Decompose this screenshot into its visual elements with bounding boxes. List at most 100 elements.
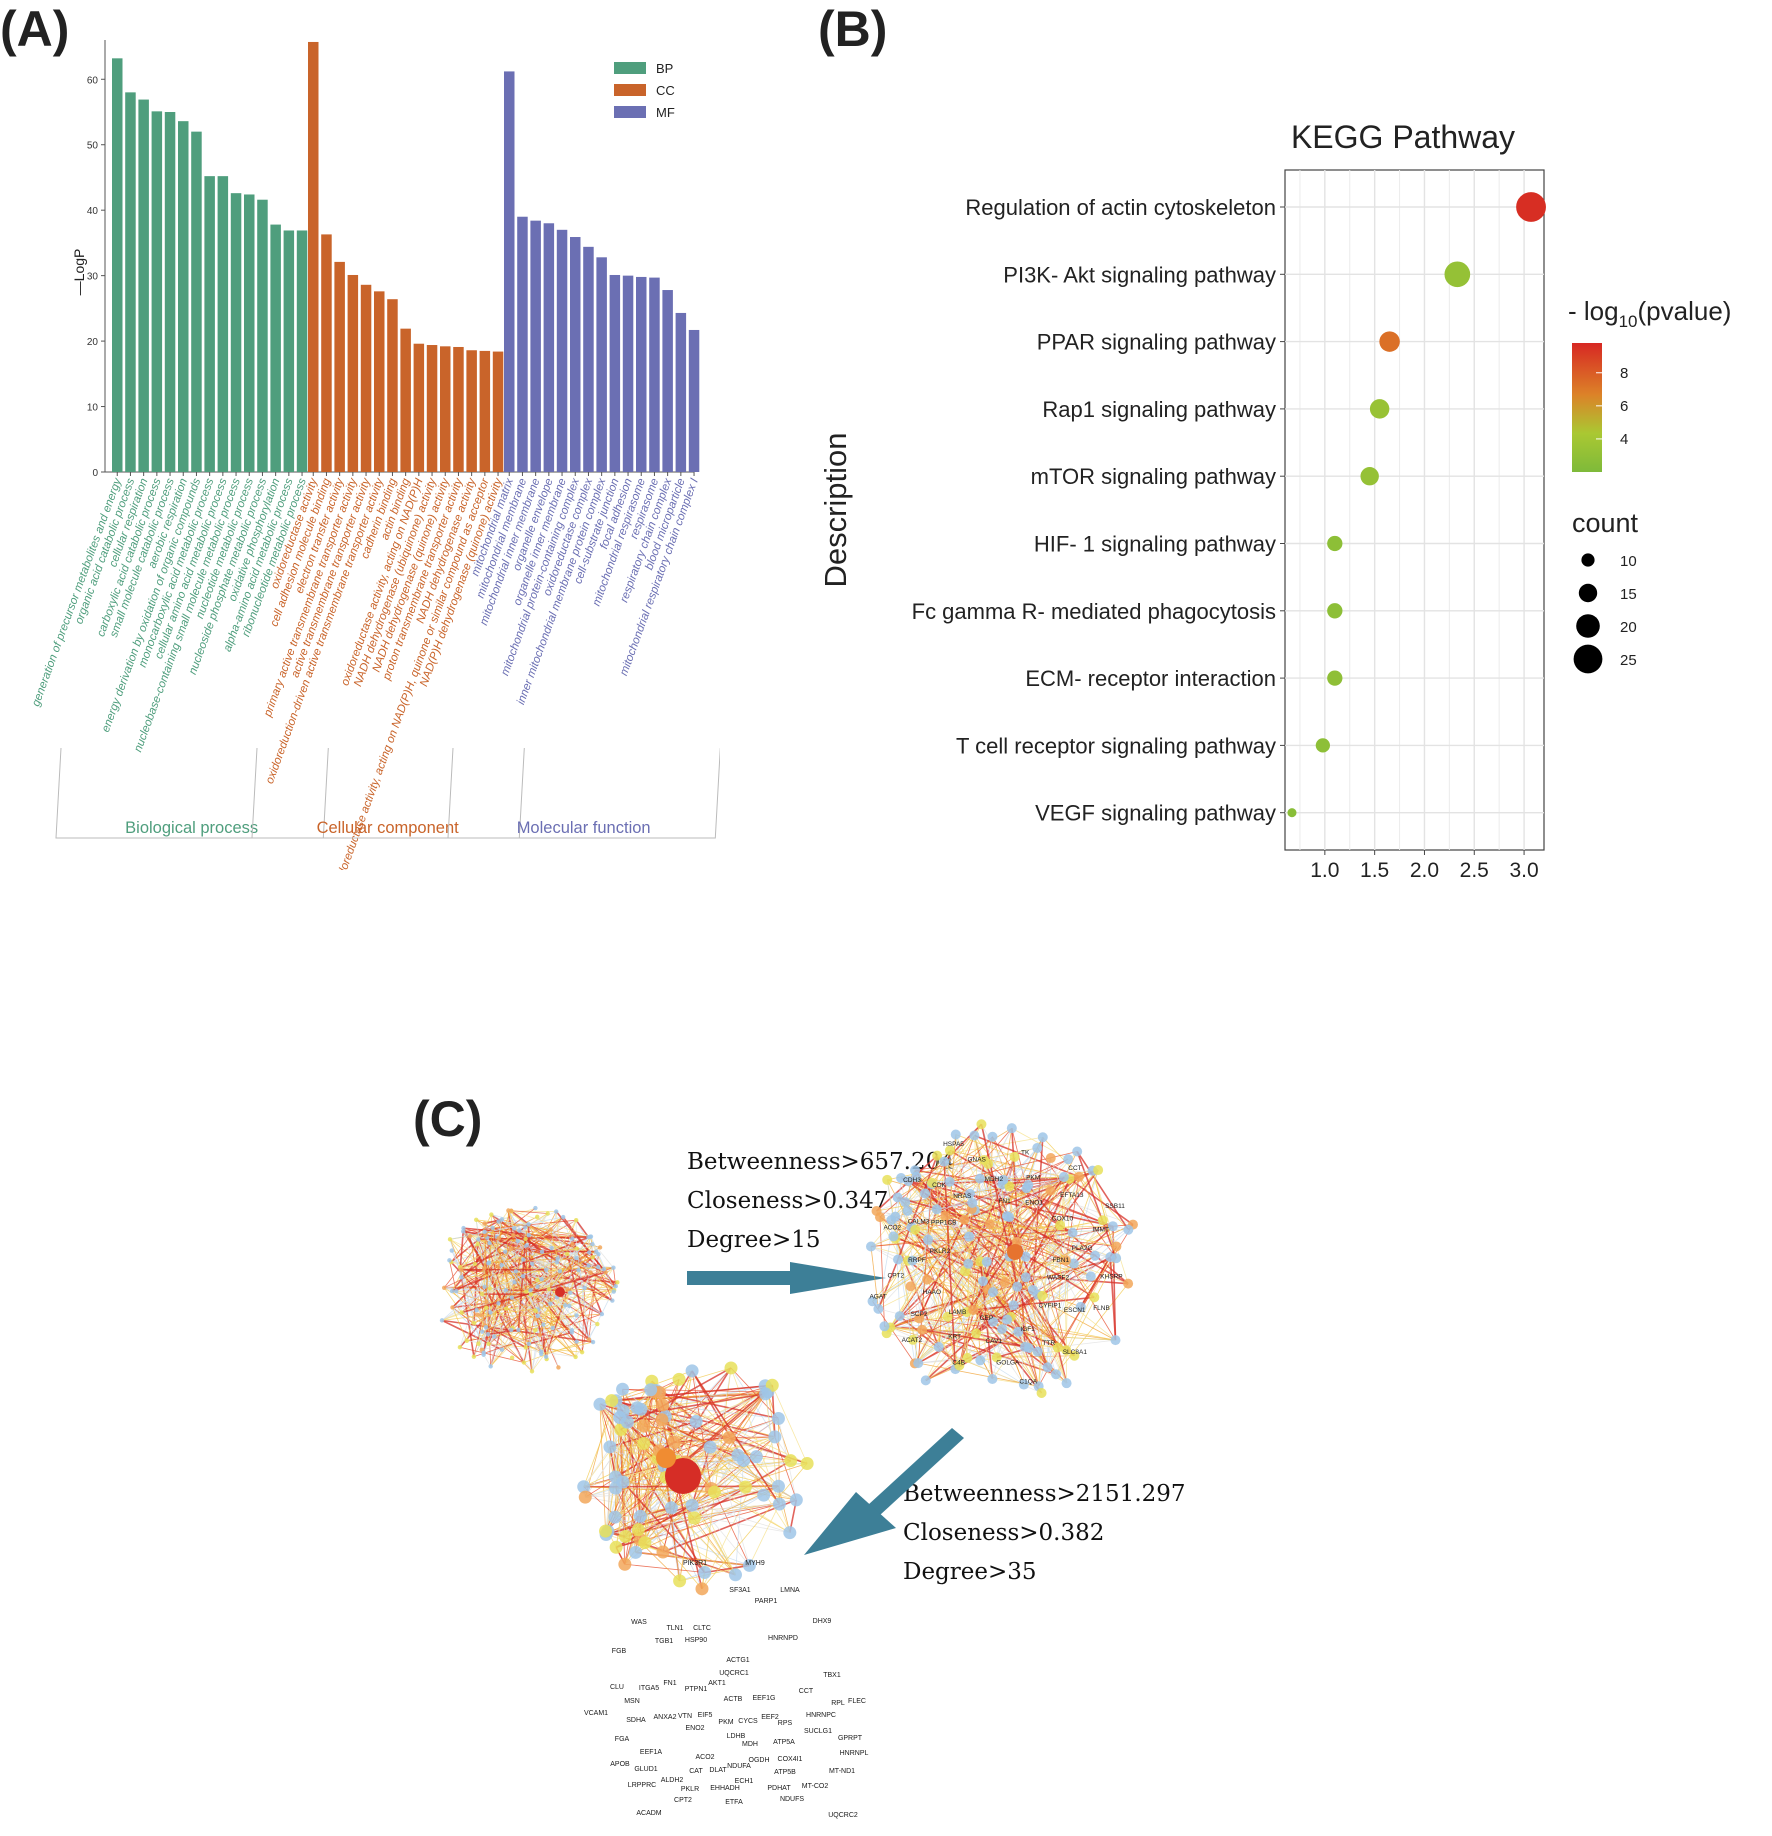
node-label: GPRPT bbox=[838, 1735, 863, 1742]
network-edge bbox=[679, 1565, 750, 1582]
node-label: CYCS bbox=[738, 1718, 758, 1725]
network-node bbox=[1123, 1224, 1134, 1235]
network-edge bbox=[492, 1227, 503, 1350]
network-edge bbox=[662, 1404, 775, 1438]
network-node bbox=[478, 1313, 484, 1318]
network-edge bbox=[622, 1389, 665, 1467]
network-node bbox=[611, 1287, 617, 1293]
network-edge bbox=[528, 1290, 558, 1345]
network-node bbox=[586, 1263, 591, 1268]
node-label: ACTG1 bbox=[726, 1657, 749, 1664]
network-node bbox=[784, 1454, 798, 1468]
node-label: CPT2 bbox=[674, 1797, 692, 1804]
network-node bbox=[482, 1221, 487, 1226]
network-edge bbox=[452, 1307, 525, 1363]
network-edge bbox=[488, 1256, 594, 1345]
network-edge bbox=[918, 1362, 1039, 1387]
network-edge bbox=[1018, 1294, 1039, 1332]
network-edge bbox=[504, 1251, 578, 1343]
network-edge bbox=[449, 1239, 485, 1353]
network-edge bbox=[531, 1263, 551, 1304]
network-edge bbox=[620, 1429, 686, 1485]
network-edge bbox=[477, 1314, 526, 1348]
network-edge bbox=[496, 1236, 603, 1315]
network-edge bbox=[488, 1262, 547, 1360]
network-edge bbox=[588, 1254, 599, 1340]
network-edge bbox=[607, 1391, 654, 1532]
network-edge bbox=[657, 1436, 775, 1459]
network-node bbox=[1023, 1179, 1034, 1190]
network-edge bbox=[443, 1287, 462, 1313]
network-edge bbox=[490, 1296, 558, 1313]
network-edge bbox=[644, 1391, 654, 1543]
network-edge bbox=[714, 1455, 739, 1493]
network-edge bbox=[624, 1456, 757, 1565]
node-label: PKM bbox=[1026, 1175, 1040, 1182]
network-node bbox=[616, 1382, 630, 1396]
network-edge bbox=[590, 1236, 615, 1291]
network-node bbox=[516, 1327, 521, 1333]
network-edge bbox=[599, 1403, 746, 1488]
network-edge bbox=[973, 1309, 1008, 1321]
network-edge bbox=[655, 1390, 664, 1406]
network-node bbox=[655, 1413, 669, 1427]
network-edge bbox=[514, 1236, 592, 1283]
network-edge bbox=[555, 1211, 566, 1306]
network-edge bbox=[1027, 1184, 1061, 1226]
network-edge bbox=[623, 1410, 697, 1422]
network-edge bbox=[655, 1390, 715, 1493]
network-edge bbox=[459, 1263, 533, 1348]
network-edge bbox=[974, 1209, 1026, 1257]
network-edge bbox=[622, 1385, 766, 1483]
node-label: EHHADH bbox=[710, 1785, 740, 1792]
network-edge bbox=[567, 1253, 577, 1259]
network-edge bbox=[550, 1303, 570, 1307]
network-edge bbox=[778, 1418, 797, 1500]
bar-cc bbox=[479, 350, 491, 472]
network-edge bbox=[545, 1251, 597, 1357]
network-edge bbox=[490, 1263, 533, 1313]
network-edge bbox=[763, 1485, 779, 1496]
y-axis-label: Description bbox=[818, 432, 853, 587]
network-edge bbox=[615, 1400, 686, 1463]
network-edge bbox=[491, 1214, 566, 1306]
network-edge bbox=[615, 1487, 639, 1530]
network-edge bbox=[552, 1269, 579, 1329]
network-edge bbox=[491, 1214, 583, 1353]
network-edge bbox=[484, 1223, 566, 1306]
network-edge bbox=[615, 1491, 715, 1548]
network-edge bbox=[452, 1307, 475, 1324]
network-node bbox=[555, 1288, 560, 1293]
network-edge bbox=[684, 1484, 736, 1575]
network-edge bbox=[492, 1223, 529, 1229]
node-label: ETFA bbox=[725, 1799, 743, 1806]
network-node bbox=[971, 1328, 982, 1339]
network-edge bbox=[1008, 1158, 1069, 1218]
network-edge bbox=[569, 1305, 598, 1325]
pathway-label: mTOR signaling pathway bbox=[1031, 464, 1276, 489]
network-node bbox=[563, 1303, 568, 1308]
network-edge bbox=[921, 1329, 960, 1366]
network-edge bbox=[531, 1211, 557, 1372]
network-node bbox=[673, 1574, 687, 1588]
network-edge bbox=[625, 1507, 672, 1537]
network-edge bbox=[477, 1289, 615, 1316]
network-node bbox=[1012, 1281, 1023, 1292]
network-edge bbox=[510, 1248, 548, 1360]
network-edge bbox=[474, 1242, 490, 1265]
network-node bbox=[765, 1378, 779, 1392]
network-edge bbox=[476, 1213, 549, 1311]
network-edge bbox=[452, 1290, 483, 1295]
network-edge bbox=[488, 1235, 514, 1344]
network-node bbox=[608, 1510, 622, 1524]
network-edge bbox=[478, 1238, 573, 1333]
network-edge bbox=[665, 1384, 773, 1417]
network-edge bbox=[459, 1231, 465, 1268]
legend-label-cc: CC bbox=[656, 83, 675, 98]
network-edge bbox=[622, 1410, 637, 1553]
network-edge bbox=[625, 1517, 695, 1538]
network-edge bbox=[936, 1208, 1117, 1247]
network-edge bbox=[665, 1476, 797, 1501]
network-edge bbox=[992, 1316, 1011, 1323]
